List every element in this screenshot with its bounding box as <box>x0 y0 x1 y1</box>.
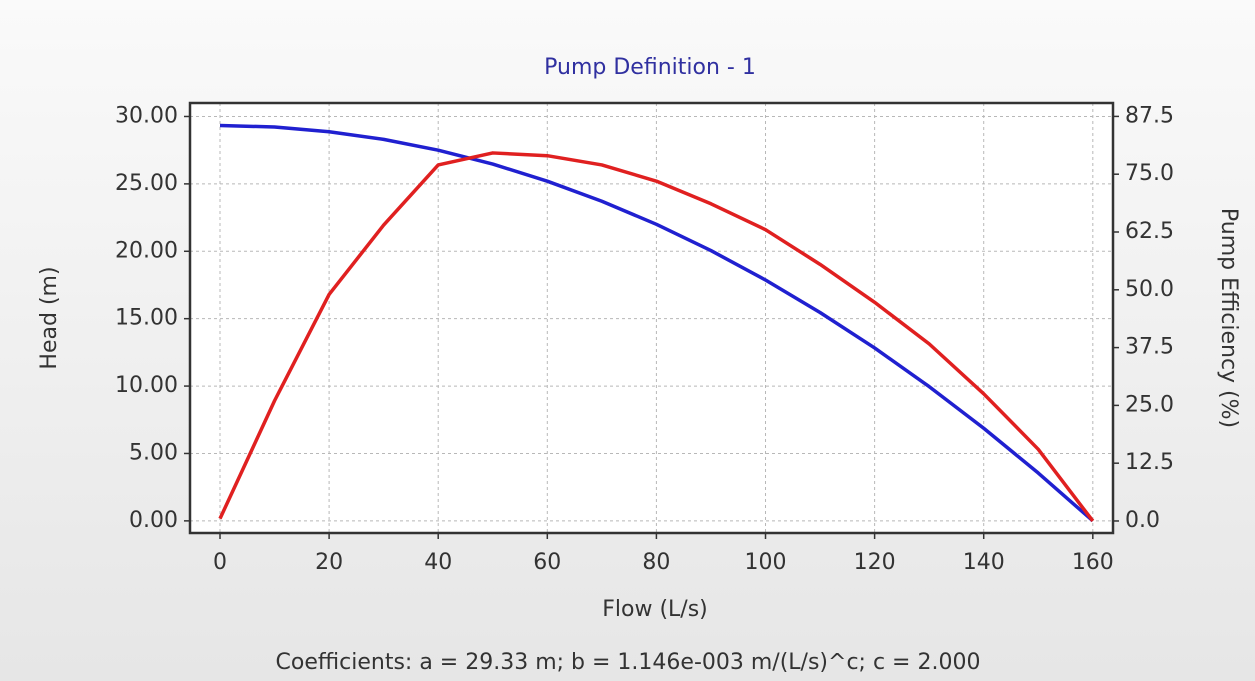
x-axis-label: Flow (L/s) <box>602 597 708 622</box>
y2-tick-label: 50.0 <box>1125 277 1174 302</box>
y2-tick-label: 25.0 <box>1125 392 1174 417</box>
x-tick-label: 160 <box>1072 550 1114 575</box>
coefficients-note: Coefficients: a = 29.33 m; b = 1.146e-00… <box>276 650 981 675</box>
x-tick-label: 140 <box>963 550 1005 575</box>
x-tick-label: 100 <box>745 550 787 575</box>
y2-tick-label: 87.5 <box>1125 103 1174 128</box>
y-tick-label: 10.00 <box>115 373 178 398</box>
y2-tick-label: 0.0 <box>1125 508 1160 533</box>
y2-tick-label: 37.5 <box>1125 335 1174 360</box>
x-tick-label: 120 <box>854 550 896 575</box>
x-tick-label: 40 <box>424 550 452 575</box>
y2-tick-label: 75.0 <box>1125 161 1174 186</box>
series-line <box>218 151 1095 523</box>
y-tick-label: 20.00 <box>115 238 178 263</box>
x-tick-label: 20 <box>315 550 343 575</box>
plot-area <box>190 103 1113 533</box>
y-tick-label: 15.00 <box>115 306 178 331</box>
x-tick-label: 80 <box>642 550 670 575</box>
y2-tick-label: 12.5 <box>1125 450 1174 475</box>
y-axis-label: Head (m) <box>37 266 62 369</box>
x-tick-label: 0 <box>213 550 227 575</box>
y2-tick-label: 62.5 <box>1125 219 1174 244</box>
x-tick-label: 60 <box>533 550 561 575</box>
y-tick-label: 25.00 <box>115 171 178 196</box>
y2-axis-label: Pump Efficiency (%) <box>1216 208 1241 428</box>
y-tick-label: 0.00 <box>129 508 178 533</box>
chart-title: Pump Definition - 1 <box>544 55 756 80</box>
y-tick-label: 30.00 <box>115 103 178 128</box>
y-tick-label: 5.00 <box>129 440 178 465</box>
plot-frame <box>188 101 1115 535</box>
series-line <box>219 123 1094 523</box>
